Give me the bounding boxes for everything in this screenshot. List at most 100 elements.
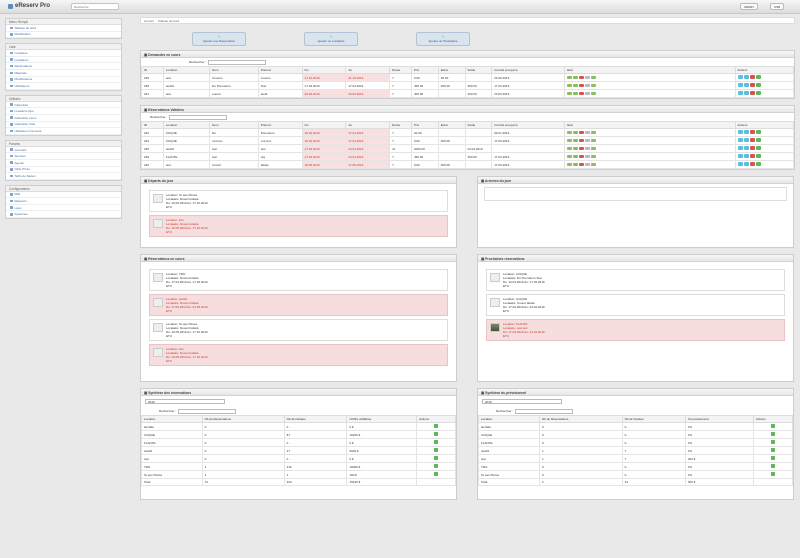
column-header[interactable]: Au	[345, 121, 391, 129]
validate-icon[interactable]	[755, 130, 761, 134]
status-steps[interactable]	[567, 130, 597, 134]
column-header[interactable]: Solde	[464, 66, 493, 74]
view-icon[interactable]	[434, 440, 439, 444]
filter-input[interactable]	[178, 408, 237, 414]
view-icon[interactable]	[770, 448, 775, 452]
reservation-card[interactable]: Location: COQUE Locataire: Cuoort labelé D…	[486, 294, 785, 316]
view-icon[interactable]	[434, 472, 439, 476]
view-icon[interactable]	[434, 432, 439, 436]
column-header[interactable]: Durée	[389, 66, 412, 74]
status-steps[interactable]	[567, 146, 597, 150]
validate-icon[interactable]	[755, 83, 761, 87]
view-icon[interactable]	[770, 472, 775, 476]
sidebar-item[interactable]: Réservations	[6, 63, 121, 70]
column-header[interactable]: Du	[301, 121, 347, 129]
filter-input[interactable]	[208, 59, 267, 65]
sidebar-item[interactable]: Locations Gps	[6, 108, 121, 115]
view-icon[interactable]	[737, 138, 743, 142]
column-header[interactable]: Chiffre d'affaires	[346, 415, 418, 423]
view-icon[interactable]	[737, 75, 743, 79]
view-icon[interactable]	[737, 91, 743, 95]
edit-icon[interactable]	[743, 130, 749, 134]
column-header[interactable]: Au	[345, 66, 391, 74]
column-header[interactable]: Location	[162, 66, 211, 74]
reservation-card[interactable]: Location: Te aux Pieres Locataire: Duoont…	[149, 319, 448, 341]
view-icon[interactable]	[737, 154, 743, 158]
column-header[interactable]: Nb de Réservations	[539, 415, 623, 423]
column-header[interactable]: Du	[301, 66, 347, 74]
view-icon[interactable]	[434, 448, 439, 452]
reservation-card[interactable]: Location: FLANTE Locataire: test test Du: …	[486, 319, 785, 341]
view-icon[interactable]	[737, 83, 743, 87]
view-icon[interactable]	[737, 162, 743, 166]
column-header[interactable]: Contrat envoyé le	[491, 66, 566, 74]
column-header[interactable]: Solde	[464, 121, 493, 129]
breadcrumb-home[interactable]: Accueil	[144, 19, 154, 23]
view-icon[interactable]	[737, 146, 743, 150]
column-header[interactable]: Contrat envoyé le	[491, 121, 566, 129]
column-header[interactable]: Prénom	[257, 66, 303, 74]
sidebar-item[interactable]: Planification	[6, 32, 121, 39]
reservation-card[interactable]: Location: COQUE Locataire: Du Pomodoro Te…	[486, 269, 785, 291]
sidebar-item[interactable]: Systèmes	[6, 211, 121, 219]
edit-icon[interactable]	[743, 154, 749, 158]
user-button[interactable]: USR	[770, 3, 785, 10]
column-header[interactable]: Etat	[564, 121, 736, 129]
reservation-card[interactable]: Location: Te aux Pieres Locataire: Duoont…	[149, 190, 448, 212]
reservation-card[interactable]: Location: test01 Locataire: Duoont labelé…	[149, 294, 448, 316]
status-steps[interactable]	[567, 138, 597, 142]
view-icon[interactable]	[434, 456, 439, 460]
view-icon[interactable]	[737, 130, 743, 134]
column-header[interactable]: Actions	[734, 66, 795, 74]
sidebar-item[interactable]: Calendrier Lieux	[6, 115, 121, 122]
delete-icon[interactable]	[749, 146, 755, 150]
sidebar-item[interactable]: Calendrier Vide	[6, 122, 121, 129]
delete-icon[interactable]	[749, 130, 755, 134]
status-steps[interactable]	[567, 91, 597, 95]
validate-icon[interactable]	[755, 138, 761, 142]
sidebar-item[interactable]: Planifications	[6, 77, 121, 84]
filter-input[interactable]	[169, 114, 228, 120]
column-header[interactable]: Prix	[411, 121, 439, 129]
validate-icon[interactable]	[755, 162, 761, 166]
column-header[interactable]: Nb de Réservations	[201, 415, 285, 423]
edit-icon[interactable]	[743, 83, 749, 87]
validate-icon[interactable]	[755, 146, 761, 150]
view-icon[interactable]	[770, 456, 775, 460]
sidebar-item[interactable]: Utilisateur Connecté	[6, 128, 121, 135]
view-icon[interactable]	[770, 424, 775, 428]
year-select[interactable]: 2019	[145, 399, 225, 404]
edit-icon[interactable]	[743, 75, 749, 79]
view-icon[interactable]	[434, 424, 439, 428]
sidebar-item[interactable]: Agents	[6, 160, 121, 167]
delete-icon[interactable]	[749, 91, 755, 95]
sidebar-item[interactable]: Rapports	[6, 198, 121, 205]
validate-icon[interactable]	[755, 154, 761, 158]
delete-icon[interactable]	[749, 162, 755, 166]
add-reservation-button[interactable]: + Ajouter une Réservation	[192, 32, 246, 46]
sidebar-item[interactable]: Locataires	[6, 57, 121, 64]
column-header[interactable]: CA prévisionnel	[684, 415, 754, 423]
status-steps[interactable]	[567, 154, 597, 158]
edit-icon[interactable]	[743, 146, 749, 150]
sidebar-item[interactable]: Locations	[6, 50, 121, 57]
sidebar-item[interactable]: Courriels	[6, 147, 121, 154]
sidebar-item[interactable]: Cible Photo	[6, 167, 121, 174]
column-header[interactable]: Actions	[734, 121, 795, 129]
column-header[interactable]: Location	[477, 415, 541, 423]
column-header[interactable]: Nb de Nuitées	[621, 415, 686, 423]
sidebar-item[interactable]: Utilisateurs	[6, 83, 121, 90]
column-header[interactable]: Extra	[437, 121, 466, 129]
validate-icon[interactable]	[755, 75, 761, 79]
edit-icon[interactable]	[743, 138, 749, 142]
view-icon[interactable]	[770, 432, 775, 436]
sidebar-item[interactable]: Materiels	[6, 70, 121, 77]
reservation-card[interactable]: Location: lulu Locataire: Duoont labelé Du…	[149, 215, 448, 237]
add-provider-button[interactable]: + Ajouter un Prestataire	[416, 32, 470, 46]
sidebar-item[interactable]: Tableau de bord	[6, 25, 121, 32]
delete-icon[interactable]	[749, 138, 755, 142]
column-header[interactable]: Nom	[209, 66, 259, 74]
sidebar-item[interactable]: Tarifs de Saison	[6, 173, 121, 180]
admin-button[interactable]: ADMIN	[740, 3, 758, 10]
sidebar-item[interactable]: Sources	[6, 153, 121, 160]
